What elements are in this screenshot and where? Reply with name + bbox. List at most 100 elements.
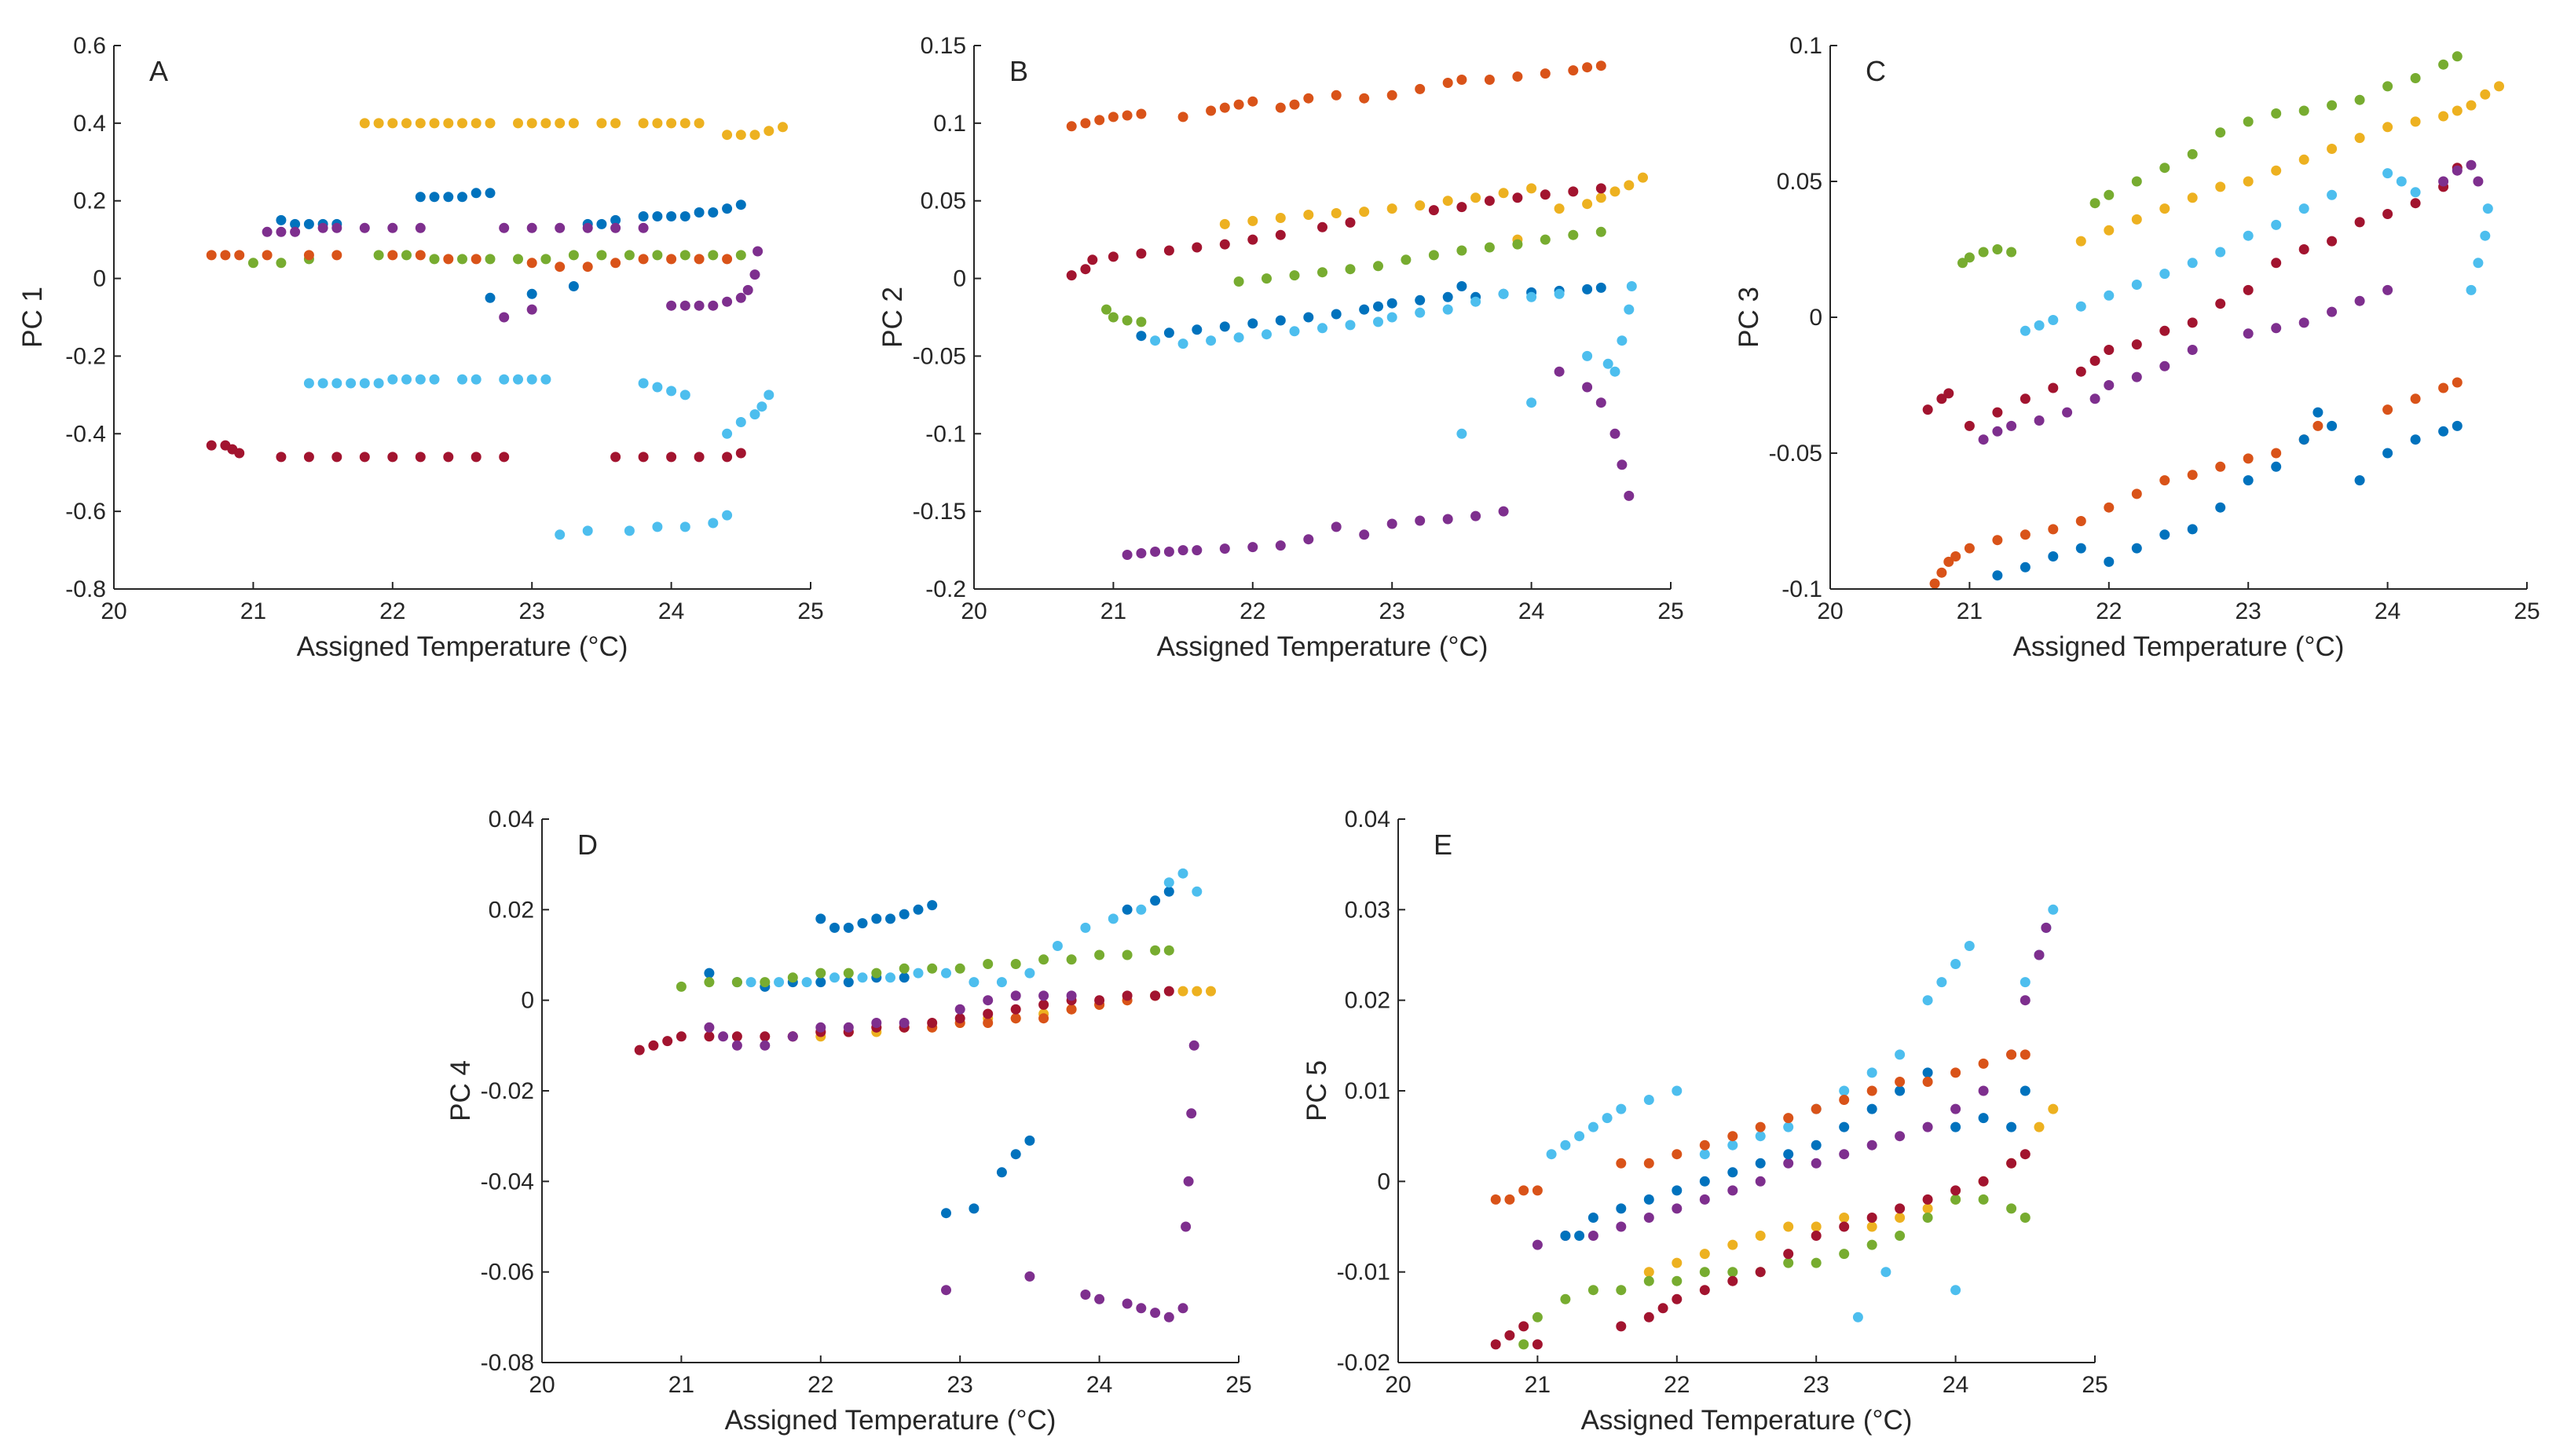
- data-point: [2271, 258, 2282, 269]
- data-point: [1066, 270, 1077, 281]
- data-point: [829, 972, 840, 983]
- y-tick-label: 0: [1377, 1169, 1390, 1194]
- panel-e: 20 21 22 23 24 25 -0.02 -0.01 0 0.01 0.02 0.03 0.04 A…: [1302, 807, 2108, 1436]
- x-tick-label: 25: [2082, 1372, 2107, 1398]
- data-point: [983, 959, 994, 969]
- data-point: [1699, 1267, 1710, 1278]
- x-tick-label: 20: [101, 598, 126, 624]
- series-2: [2075, 81, 2504, 247]
- data-point: [1978, 1085, 1989, 1096]
- data-point: [1811, 1158, 1822, 1169]
- data-point: [899, 909, 910, 920]
- data-point: [1895, 1077, 1906, 1087]
- data-point: [1624, 180, 1635, 191]
- data-point: [1345, 320, 1356, 331]
- data-point: [764, 126, 774, 137]
- data-point: [2020, 1085, 2031, 1096]
- data-point: [708, 518, 719, 529]
- y-tick-label: 0: [953, 266, 966, 292]
- data-point: [2410, 393, 2421, 404]
- data-point: [1811, 1231, 1822, 1241]
- data-point: [2452, 377, 2463, 388]
- data-point: [373, 118, 384, 129]
- data-point: [1345, 217, 1356, 228]
- data-point: [722, 203, 733, 214]
- data-point: [610, 258, 621, 269]
- data-point: [485, 254, 496, 265]
- data-point: [1386, 518, 1397, 529]
- data-point: [1136, 248, 1147, 259]
- x-tick-label: 22: [1240, 598, 1265, 624]
- data-point: [1643, 1194, 1654, 1205]
- data-point: [513, 254, 523, 265]
- data-point: [1504, 1194, 1515, 1205]
- data-point: [2466, 100, 2477, 111]
- x-axis-title: Assigned Temperature (°C): [297, 631, 628, 662]
- data-point: [1122, 315, 1133, 326]
- data-point: [429, 118, 440, 129]
- data-point: [1087, 254, 1098, 265]
- data-point: [2480, 230, 2491, 241]
- data-point: [1587, 1213, 1598, 1223]
- data-point: [1188, 1040, 1199, 1051]
- data-point: [1247, 542, 1258, 553]
- data-point: [1582, 382, 1593, 393]
- data-point: [2473, 258, 2484, 269]
- data-point: [262, 226, 273, 237]
- data-point: [708, 250, 719, 261]
- x-tick-label: 22: [2096, 598, 2122, 624]
- data-point: [1727, 1275, 1738, 1286]
- data-point: [1275, 229, 1286, 240]
- data-point: [1950, 1121, 1961, 1132]
- data-point: [1950, 1194, 1961, 1205]
- data-point: [722, 296, 733, 307]
- data-point: [1609, 428, 1620, 439]
- data-point: [1080, 264, 1091, 275]
- data-point: [1122, 110, 1133, 121]
- data-point: [1066, 990, 1077, 1001]
- x-tick-label: 22: [379, 598, 405, 624]
- data-point: [913, 968, 924, 979]
- data-point: [1595, 397, 1606, 408]
- data-point: [2187, 258, 2198, 269]
- data-point: [638, 452, 649, 463]
- data-point: [2075, 516, 2086, 526]
- data-point: [871, 968, 882, 979]
- y-tick-label: 0: [93, 266, 106, 292]
- data-point: [1574, 1131, 1585, 1142]
- data-point: [1177, 868, 1188, 879]
- data-point: [1247, 318, 1258, 329]
- series-4: [1490, 1049, 2031, 1205]
- data-point: [2312, 407, 2323, 418]
- data-point: [443, 254, 454, 265]
- x-tick-label: 24: [2375, 598, 2400, 624]
- data-point: [1010, 1149, 1021, 1160]
- data-point: [1699, 1194, 1710, 1205]
- data-point: [1094, 995, 1105, 1006]
- data-point: [1616, 1221, 1627, 1232]
- data-point: [1415, 200, 1426, 211]
- data-point: [1540, 189, 1551, 200]
- data-point: [610, 118, 621, 129]
- panel-label: E: [1434, 829, 1452, 861]
- data-point: [1219, 543, 1230, 554]
- x-tick-label: 21: [1100, 598, 1126, 624]
- data-point: [1122, 904, 1133, 915]
- data-point: [596, 250, 607, 261]
- data-point: [2104, 556, 2115, 567]
- data-point: [1163, 1311, 1174, 1322]
- data-point: [1582, 62, 1593, 73]
- data-point: [735, 199, 746, 210]
- data-point: [638, 378, 649, 389]
- y-tick-label: -0.06: [481, 1260, 534, 1286]
- data-point: [1978, 1194, 1989, 1205]
- series-1: [1066, 60, 1606, 132]
- data-point: [2104, 225, 2115, 236]
- data-point: [1163, 877, 1174, 888]
- data-point: [1755, 1231, 1766, 1241]
- data-point: [1540, 68, 1551, 79]
- data-point: [276, 214, 287, 225]
- data-point: [415, 118, 426, 129]
- data-point: [652, 521, 663, 532]
- data-point: [526, 374, 537, 385]
